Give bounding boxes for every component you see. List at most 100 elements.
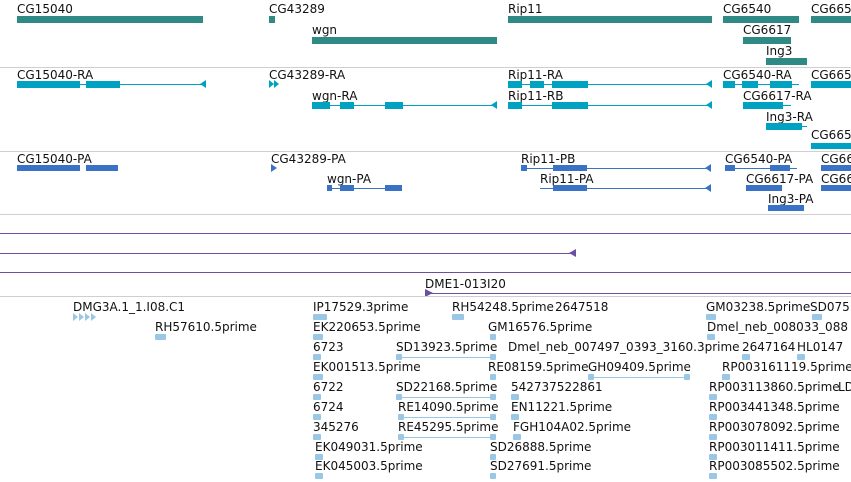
est-feature[interactable] [709,434,717,440]
est-feature[interactable] [398,437,496,438]
est-label[interactable]: RE08159.5prime [488,360,589,374]
gene-label-rip11[interactable]: Rip11 [508,2,543,16]
transcript-feature-cg665-partial[interactable] [811,81,851,88]
est-label[interactable]: GM16576.5prime [488,320,593,334]
est-label[interactable]: RH57610.5prime [155,320,257,334]
est-feature[interactable] [313,354,321,360]
gene-label-wgn[interactable]: wgn [312,23,338,37]
est-label[interactable]: 345276 [313,420,359,434]
est-label[interactable]: RP003161119.5prime [722,360,851,374]
est-label[interactable]: 6724 [313,400,344,414]
est-feature[interactable] [313,434,321,440]
est-feature[interactable] [511,394,519,400]
est-feature[interactable] [709,454,717,460]
est-feature[interactable] [490,473,496,479]
clone-coverage-line[interactable] [0,272,851,273]
est-label[interactable]: EK049031.5prime [315,440,423,454]
est-label[interactable]: SD27691.5prime [490,459,592,473]
est-label[interactable]: SD075 [810,300,850,314]
est-feature[interactable] [707,334,715,340]
est-label[interactable]: EN11221.5prime [511,400,613,414]
est-feature[interactable] [511,414,519,420]
est-label[interactable]: 6723 [313,340,344,354]
protein-label-wgn-pa[interactable]: wgn-PA [327,172,372,186]
est-label[interactable]: GH09409.5prime [588,360,691,374]
protein-label-rip11-pa[interactable]: Rip11-PA [540,172,594,186]
est-label[interactable]: FGH104A02.5prime [513,420,632,434]
est-feature[interactable] [513,434,521,440]
est-label[interactable]: SD26888.5prime [490,440,592,454]
gene-label-cg6617[interactable]: CG6617 [743,23,792,37]
est-feature[interactable] [709,473,717,479]
est-label[interactable]: Dmel_neb_008033_088 [707,320,848,334]
est-feature[interactable] [398,417,496,418]
est-feature[interactable] [490,374,496,380]
clone-coverage-line[interactable] [0,253,575,254]
transcript-label-cg43289-ra[interactable]: CG43289-RA [269,68,346,82]
est-label[interactable]: EK001513.5prime [313,360,421,374]
transcript-label-cg6617-ra[interactable]: CG6617-RA [743,89,812,103]
est-label[interactable]: LD [838,380,851,394]
est-label[interactable]: 542737522861 [511,380,603,394]
clone-label[interactable]: DME1-013I20 [425,277,506,291]
protein-feature-ing3-pa[interactable] [768,205,804,211]
est-label[interactable]: RP003085502.5prime [709,459,840,473]
est-feature[interactable] [588,377,690,378]
est-feature[interactable] [313,314,327,320]
est-feature[interactable] [313,334,323,340]
est-label[interactable]: 2647164 [742,340,796,354]
protein-label-cg6540-pa[interactable]: CG6540-PA [725,152,793,166]
protein-feature-cg43289-pa[interactable] [271,164,277,172]
protein-label-ing3-pa[interactable]: Ing3-PA [768,192,814,206]
protein-label-rip11-pb[interactable]: Rip11-PB [521,152,576,166]
est-feature[interactable] [155,334,166,340]
protein-label-cg66-partial[interactable]: CG66 [821,152,851,166]
est-feature[interactable] [742,354,750,360]
gene-feature-cg665-partial[interactable] [811,16,851,23]
est-label[interactable]: RE14090.5prime [398,400,499,414]
est-feature[interactable] [315,454,323,460]
est-label[interactable]: IP17529.3prime [313,300,409,314]
est-feature[interactable] [490,454,496,460]
est-label[interactable]: RP003011411.5prime [709,440,840,454]
est-label[interactable]: GM03238.5prime [706,300,811,314]
transcript-label-rip11-rb[interactable]: Rip11-RB [508,89,564,103]
est-label[interactable]: RP003113860.5prime [709,380,840,394]
est-feature[interactable] [709,414,717,420]
est-label[interactable]: 2647518 [555,300,609,314]
transcript-label-wgn-ra[interactable]: wgn-RA [312,89,358,103]
gene-feature-rip11[interactable] [508,16,712,23]
clone-coverage-line[interactable] [0,233,851,234]
est-label[interactable]: SD13923.5prime [396,340,498,354]
est-feature[interactable] [706,314,716,320]
protein-feature-cg66-partial[interactable] [821,165,851,171]
est-feature[interactable] [396,357,496,358]
est-feature[interactable] [315,473,323,479]
transcript-label-cg665-partial-2[interactable]: CG665 [811,128,851,142]
gene-feature-cg43289[interactable] [269,16,275,23]
gene-feature-cg6540[interactable] [723,16,799,23]
clone-feature[interactable] [425,293,851,294]
gene-label-cg43289[interactable]: CG43289 [269,2,325,16]
transcript-label-cg665-partial[interactable]: CG665 [811,68,851,82]
protein-label-cg15040-pa[interactable]: CG15040-PA [17,152,92,166]
protein-feature-cg66-partial-2[interactable] [821,185,851,191]
est-feature[interactable] [313,414,321,420]
gene-label-ing3[interactable]: Ing3 [766,44,793,58]
est-feature[interactable] [490,334,496,340]
protein-feature-cg6617-pa[interactable] [746,185,782,191]
est-label[interactable]: RP003078092.5prime [709,420,840,434]
est-label[interactable]: DMG3A.1_1.I08.C1 [73,300,186,314]
gene-label-cg665-partial[interactable]: CG665 [811,2,851,16]
est-label[interactable]: EK220653.5prime [313,320,421,334]
gene-label-cg6540[interactable]: CG6540 [723,2,772,16]
transcript-label-rip11-ra[interactable]: Rip11-RA [508,68,563,82]
est-label[interactable]: RE45295.5prime [398,420,499,434]
transcript-label-cg6540-ra[interactable]: CG6540-RA [723,68,792,82]
transcript-label-ing3-ra[interactable]: Ing3-RA [766,110,813,124]
gene-label-cg15040[interactable]: CG15040 [17,2,73,16]
est-label[interactable]: 6722 [313,380,344,394]
est-feature[interactable] [396,397,496,398]
protein-label-cg6617-pa[interactable]: CG6617-PA [746,172,814,186]
est-feature[interactable] [313,374,323,380]
